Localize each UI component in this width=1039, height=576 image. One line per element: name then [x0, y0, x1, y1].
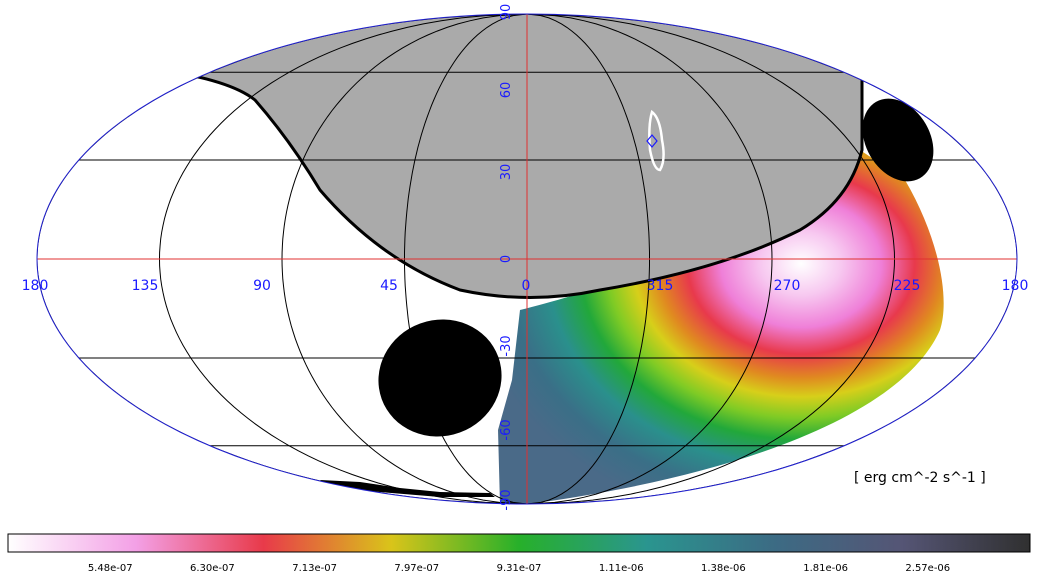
lon-label-90: 90 [253, 278, 271, 294]
colorbar-tick-label: 6.30e-07 [190, 563, 235, 574]
sky-outline [36, 13, 1018, 505]
colorbar-tick-label: 5.48e-07 [88, 563, 133, 574]
colorbar-tick-label: 1.38e-06 [701, 563, 746, 574]
colorbar-tick-label: 9.31e-07 [497, 563, 542, 574]
localization-contour [648, 109, 665, 172]
lon-label-135: 135 [132, 278, 159, 294]
masked-region-right [862, 98, 934, 182]
colorbar [7, 533, 1031, 553]
lon-label-180-left: 180 [22, 278, 49, 294]
masked-strip-bottom [320, 480, 495, 497]
lat-label-60: 60 [499, 82, 514, 99]
colorbar-tick-label: 7.13e-07 [292, 563, 337, 574]
flux-heatmap-region [498, 150, 944, 504]
lon-label-225: 225 [894, 278, 921, 294]
lon-label-315: 315 [647, 278, 674, 294]
lon-label-270: 270 [774, 278, 801, 294]
lat-label-minus-90: -90 [499, 489, 514, 510]
colorbar-tick-label: 1.11e-06 [599, 563, 644, 574]
lat-label-30: 30 [499, 164, 514, 181]
lat-label-minus-30: -30 [499, 335, 514, 356]
source-marker [646, 134, 658, 148]
unit-label: [ erg cm^-2 s^-1 ] [854, 470, 986, 486]
colorbar-tick-label: 2.57e-06 [905, 563, 950, 574]
lat-label-minus-60: -60 [499, 419, 514, 440]
lat-label-0: 0 [499, 255, 514, 263]
occulted-region [138, 14, 864, 299]
lon-label-180-right: 180 [1002, 278, 1029, 294]
colorbar-tick-label: 7.97e-07 [394, 563, 439, 574]
colorbar-tick-label: 1.81e-06 [803, 563, 848, 574]
masked-region-left [378, 319, 502, 437]
lon-label-0: 0 [522, 278, 531, 294]
lon-label-45: 45 [380, 278, 398, 294]
lat-label-90: 90 [499, 4, 514, 21]
